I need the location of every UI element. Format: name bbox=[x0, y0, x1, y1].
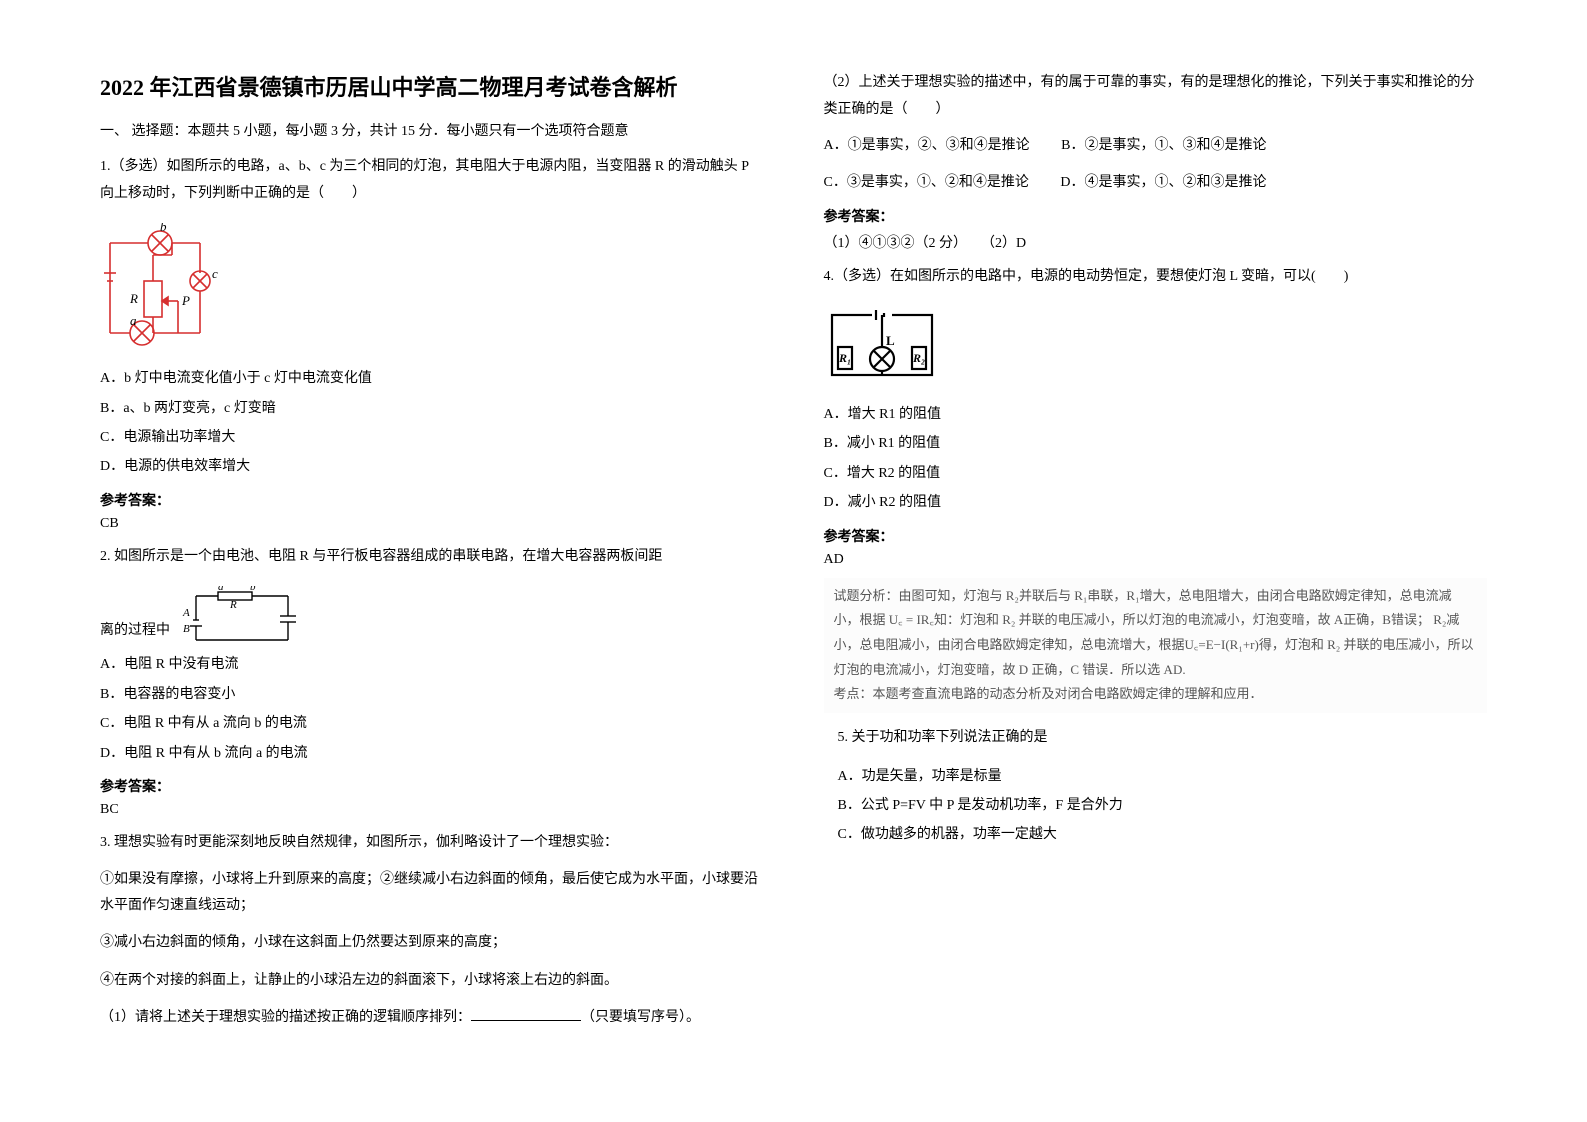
q1-option-a: A．b 灯中电流变化值小于 c 灯中电流变化值 bbox=[100, 364, 764, 393]
svg-text:R₂: R₂ bbox=[912, 351, 925, 365]
q2-answer-label: 参考答案： bbox=[100, 776, 764, 796]
q4-answer-label: 参考答案： bbox=[824, 526, 1488, 546]
q3-line3: ④在两个对接的斜面上，让静止的小球沿左边的斜面滚下，小球将滚上右边的斜面。 bbox=[100, 968, 764, 995]
q4-option-d: D．减小 R2 的阻值 bbox=[824, 488, 1488, 517]
q1-answer-label: 参考答案： bbox=[100, 490, 764, 510]
svg-text:R: R bbox=[229, 599, 237, 611]
page-title: 2022 年江西省景德镇市历居山中学高二物理月考试卷含解析 bbox=[100, 70, 764, 102]
svg-text:A: A bbox=[182, 607, 190, 619]
q3-option-b: B．②是事实，①、③和④是推论 bbox=[1061, 138, 1266, 153]
q5-option-b: B．公式 P=FV 中 P 是发动机功率，F 是合外力 bbox=[838, 791, 1488, 820]
q2-stem-2: 离的过程中 bbox=[100, 618, 170, 645]
svg-text:L: L bbox=[886, 333, 895, 348]
q1-option-d: D．电源的供电效率增大 bbox=[100, 452, 764, 481]
svg-text:P: P bbox=[181, 293, 190, 308]
q4-option-a: A．增大 R1 的阻值 bbox=[824, 400, 1488, 429]
q3-sub1: （1）请将上述关于理想实验的描述按正确的逻辑顺序排列： （只要填写序号）。 bbox=[100, 1005, 764, 1032]
q3-option-c: C．③是事实，①、②和④是推论 bbox=[824, 175, 1029, 190]
q5-stem: 5. 关于功和功率下列说法正确的是 bbox=[838, 725, 1488, 752]
q2-option-a: A．电阻 R 中没有电流 bbox=[100, 650, 764, 679]
q1-answer: CB bbox=[100, 516, 764, 532]
q2-circuit-diagram: a b R A B bbox=[178, 586, 308, 648]
svg-text:c: c bbox=[212, 266, 218, 281]
svg-text:b: b bbox=[160, 223, 167, 234]
q3-sub1-text-a: （1）请将上述关于理想实验的描述按正确的逻辑顺序排列： bbox=[100, 1010, 471, 1025]
q3-sub2: （2）上述关于理想实验的描述中，有的属于可靠的事实，有的是理想化的推论，下列关于… bbox=[824, 70, 1488, 123]
section-header: 一、 选择题：本题共 5 小题，每小题 3 分，共计 15 分．每小题只有一个选… bbox=[100, 120, 764, 140]
q4-analysis2: 考点：本题考查直流电路的动态分析及对闭合电路欧姆定律的理解和应用． bbox=[834, 682, 1478, 707]
q4-circuit-diagram: R₁ L R₂ bbox=[824, 307, 944, 389]
q4-answer: AD bbox=[824, 552, 1488, 568]
q3-stem: 3. 理想实验有时更能深刻地反映自然规律，如图所示，伽利略设计了一个理想实验： bbox=[100, 830, 764, 857]
q3-answer: （1）④①③②（2 分） （2）D bbox=[824, 232, 1488, 252]
q2-answer: BC bbox=[100, 802, 764, 818]
q1-stem: 1.（多选）如图所示的电路，a、b、c 为三个相同的灯泡，其电阻大于电源内阻，当… bbox=[100, 154, 764, 207]
q3-line2: ③减小右边斜面的倾角，小球在这斜面上仍然要达到原来的高度； bbox=[100, 930, 764, 957]
q1-circuit-diagram: b c R P a bbox=[100, 223, 240, 353]
svg-text:R: R bbox=[129, 291, 138, 306]
q2-stem-1: 2. 如图所示是一个由电池、电阻 R 与平行板电容器组成的串联电路，在增大电容器… bbox=[100, 544, 764, 571]
q1-option-b: B．a、b 两灯变亮，c 灯变暗 bbox=[100, 394, 764, 423]
q2-option-c: C．电阻 R 中有从 a 流向 b 的电流 bbox=[100, 709, 764, 738]
q3-line1: ①如果没有摩擦，小球将上升到原来的高度；②继续减小右边斜面的倾角，最后使它成为水… bbox=[100, 867, 764, 920]
q1-option-c: C．电源输出功率增大 bbox=[100, 423, 764, 452]
q3-option-a: A．①是事实，②、③和④是推论 bbox=[824, 138, 1030, 153]
svg-text:a: a bbox=[130, 313, 137, 328]
svg-text:R₁: R₁ bbox=[838, 351, 851, 365]
q4-option-c: C．增大 R2 的阻值 bbox=[824, 459, 1488, 488]
q5-option-c: C．做功越多的机器，功率一定越大 bbox=[838, 820, 1488, 849]
q2-option-b: B．电容器的电容变小 bbox=[100, 680, 764, 709]
q3-option-d: D．④是事实，①、②和③是推论 bbox=[1060, 175, 1266, 190]
svg-text:b: b bbox=[250, 586, 256, 593]
q3-sub1-text-b: （只要填写序号）。 bbox=[581, 1010, 700, 1025]
q4-analysis: 试题分析：由图可知，灯泡与 R₂并联后与 R₁串联，R₁增大，总电阻增大，由闭合… bbox=[834, 584, 1478, 683]
q4-stem: 4.（多选）在如图所示的电路中，电源的电动势恒定，要想使灯泡 L 变暗，可以( … bbox=[824, 264, 1488, 291]
q2-option-d: D．电阻 R 中有从 b 流向 a 的电流 bbox=[100, 739, 764, 768]
q5-option-a: A．功是矢量，功率是标量 bbox=[838, 762, 1488, 791]
blank-fill[interactable] bbox=[471, 1007, 581, 1021]
svg-text:a: a bbox=[218, 586, 224, 593]
q4-option-b: B．减小 R1 的阻值 bbox=[824, 429, 1488, 458]
svg-text:B: B bbox=[183, 623, 190, 635]
q3-answer-label: 参考答案： bbox=[824, 206, 1488, 226]
